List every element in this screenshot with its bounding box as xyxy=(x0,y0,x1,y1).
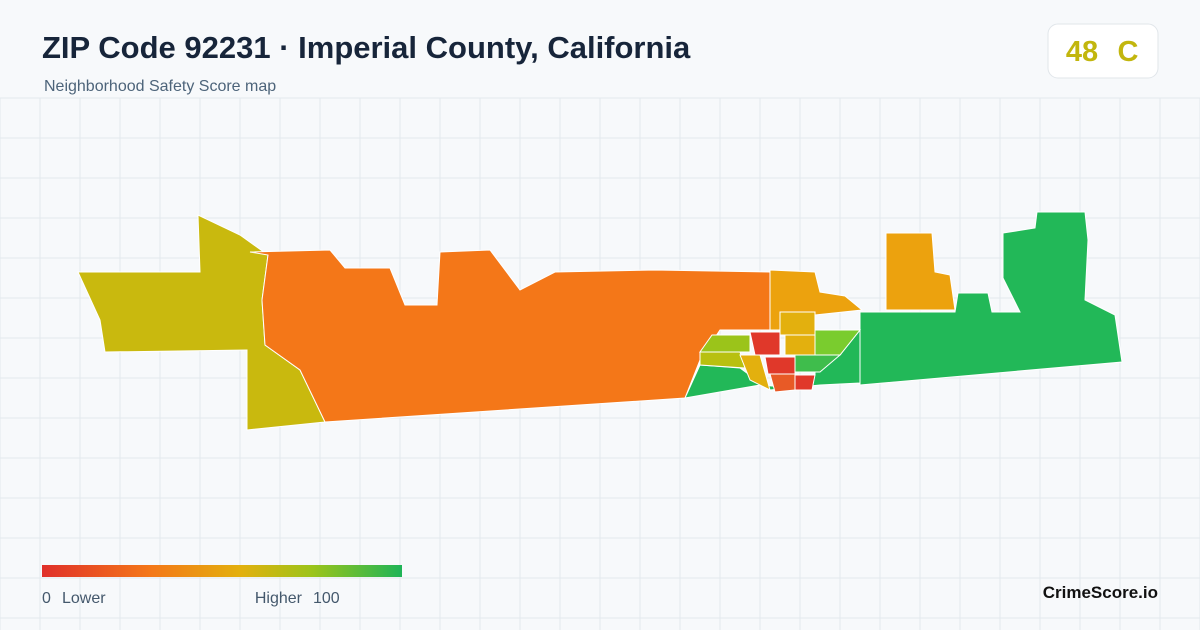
map xyxy=(77,211,1123,431)
region xyxy=(779,311,816,336)
title: ZIP Code 92231 · Imperial County, Califo… xyxy=(42,30,691,65)
score-grade: C xyxy=(1118,36,1139,68)
region xyxy=(764,356,796,375)
score-value: 48 xyxy=(1066,36,1098,68)
score-badge xyxy=(1047,23,1159,79)
legend-min-label: Lower xyxy=(62,590,106,607)
region xyxy=(769,373,796,393)
legend-max-label: Higher xyxy=(255,590,303,607)
legend-bar xyxy=(42,565,402,577)
region xyxy=(699,334,751,353)
region xyxy=(249,249,771,423)
region xyxy=(794,354,842,373)
brand: CrimeScore.io xyxy=(1043,583,1158,602)
region xyxy=(739,354,771,391)
region xyxy=(859,211,1123,386)
region xyxy=(885,232,956,311)
legend-min: 0 xyxy=(42,590,51,607)
subtitle: Neighborhood Safety Score map xyxy=(44,78,276,95)
legend-max: 100 xyxy=(313,590,340,607)
region xyxy=(699,351,746,369)
region xyxy=(749,331,781,356)
region xyxy=(784,334,816,356)
region xyxy=(794,374,816,391)
